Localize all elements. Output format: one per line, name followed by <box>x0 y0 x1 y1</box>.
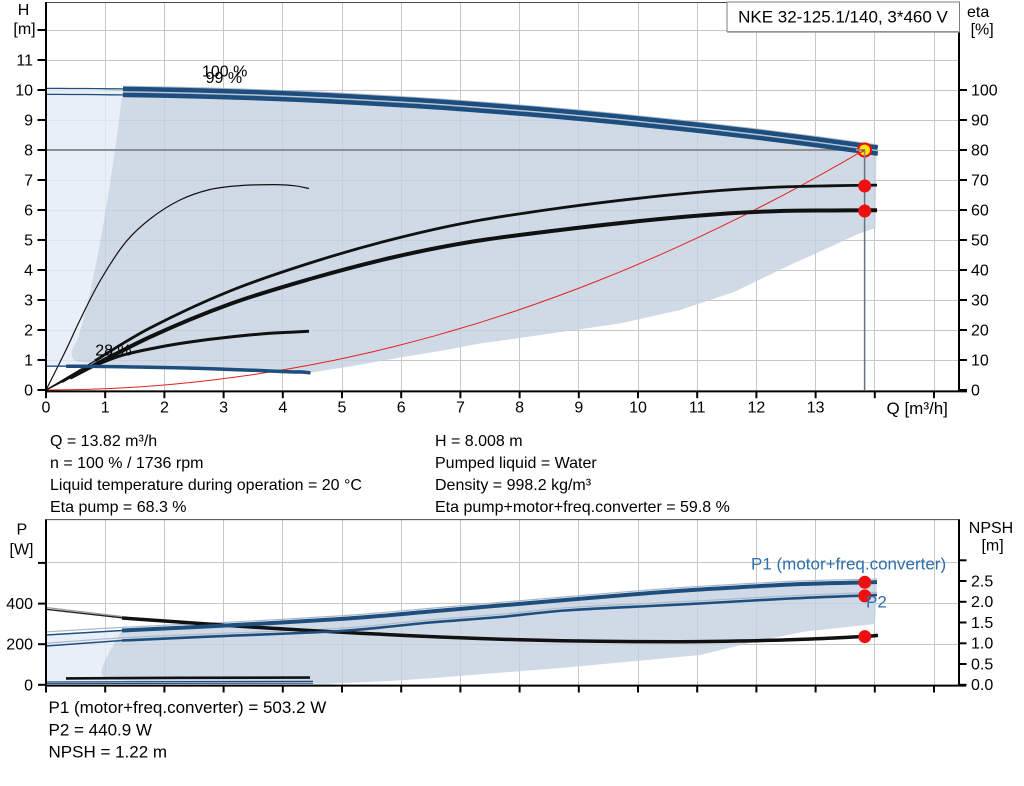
svg-text:4: 4 <box>24 263 33 280</box>
svg-text:10: 10 <box>971 353 989 370</box>
svg-text:P: P <box>16 522 27 539</box>
svg-text:13: 13 <box>807 400 825 417</box>
svg-text:80: 80 <box>971 143 989 160</box>
svg-text:[%]: [%] <box>971 22 994 39</box>
svg-text:7: 7 <box>456 400 465 417</box>
svg-text:3: 3 <box>24 293 33 310</box>
svg-text:0: 0 <box>24 383 33 400</box>
svg-text:[m]: [m] <box>13 21 35 38</box>
svg-text:0: 0 <box>971 383 980 400</box>
svg-text:40: 40 <box>971 263 989 280</box>
svg-text:2: 2 <box>24 323 33 340</box>
svg-text:2.0: 2.0 <box>971 594 993 611</box>
svg-text:[W]: [W] <box>10 542 34 559</box>
svg-text:0.5: 0.5 <box>971 656 993 673</box>
svg-text:[m]: [m] <box>981 538 1003 555</box>
svg-text:H: H <box>18 2 30 19</box>
svg-text:Density = 998.2 kg/m³: Density = 998.2 kg/m³ <box>435 477 592 494</box>
svg-text:Liquid temperature during oper: Liquid temperature during operation = 20… <box>50 477 362 494</box>
svg-text:Q = 13.82 m³/h: Q = 13.82 m³/h <box>50 433 157 450</box>
svg-text:NKE 32-125.1/140, 3*460 V: NKE 32-125.1/140, 3*460 V <box>738 8 948 27</box>
svg-text:20: 20 <box>971 323 989 340</box>
svg-text:P2: P2 <box>866 593 887 612</box>
svg-text:3: 3 <box>219 400 228 417</box>
svg-text:0.0: 0.0 <box>971 677 993 694</box>
svg-text:Q [m³/h]: Q [m³/h] <box>887 399 948 418</box>
svg-text:99 %: 99 % <box>206 70 242 87</box>
svg-text:12: 12 <box>748 400 766 417</box>
svg-text:Pumped liquid = Water: Pumped liquid = Water <box>435 455 597 472</box>
svg-text:0: 0 <box>24 677 33 694</box>
svg-text:Eta pump+motor+freq.converter: Eta pump+motor+freq.converter = 59.8 % <box>435 499 730 516</box>
svg-text:0: 0 <box>42 400 51 417</box>
svg-text:2: 2 <box>160 400 169 417</box>
svg-text:11: 11 <box>16 53 33 70</box>
svg-text:H = 8.008 m: H = 8.008 m <box>435 433 523 450</box>
svg-text:P2 = 440.9 W: P2 = 440.9 W <box>49 720 152 739</box>
svg-text:60: 60 <box>971 203 989 220</box>
svg-text:9: 9 <box>574 400 583 417</box>
svg-text:Eta pump = 68.3 %: Eta pump = 68.3 % <box>50 499 187 516</box>
svg-text:10: 10 <box>629 400 647 417</box>
svg-text:400: 400 <box>6 596 33 613</box>
svg-text:NPSH = 1.22 m: NPSH = 1.22 m <box>49 743 168 762</box>
svg-text:1.5: 1.5 <box>971 615 993 632</box>
svg-text:P1 (motor+freq.converter): P1 (motor+freq.converter) <box>751 555 946 574</box>
svg-text:50: 50 <box>971 233 989 250</box>
svg-text:30: 30 <box>971 293 989 310</box>
svg-text:2.5: 2.5 <box>971 573 993 590</box>
svg-text:200: 200 <box>6 637 33 654</box>
svg-text:n = 100 % / 1736 rpm: n = 100 % / 1736 rpm <box>50 455 203 472</box>
svg-text:1: 1 <box>24 353 33 370</box>
svg-text:28 %: 28 % <box>95 342 131 359</box>
svg-text:6: 6 <box>397 400 406 417</box>
svg-text:10: 10 <box>15 83 33 100</box>
svg-text:P1 (motor+freq.converter) = 50: P1 (motor+freq.converter) = 503.2 W <box>49 698 327 717</box>
svg-text:7: 7 <box>24 173 33 190</box>
svg-text:70: 70 <box>971 173 989 190</box>
svg-text:8: 8 <box>24 143 33 160</box>
svg-text:9: 9 <box>24 113 33 130</box>
svg-text:11: 11 <box>689 400 706 417</box>
svg-text:90: 90 <box>971 113 989 130</box>
svg-text:6: 6 <box>24 203 33 220</box>
svg-text:5: 5 <box>24 233 33 250</box>
svg-text:1: 1 <box>101 400 110 417</box>
svg-text:eta: eta <box>967 4 989 21</box>
svg-text:4: 4 <box>278 400 287 417</box>
svg-text:NPSH: NPSH <box>969 520 1013 537</box>
svg-text:1.0: 1.0 <box>971 636 993 653</box>
svg-text:100: 100 <box>971 83 998 100</box>
svg-text:8: 8 <box>515 400 524 417</box>
svg-text:5: 5 <box>338 400 347 417</box>
